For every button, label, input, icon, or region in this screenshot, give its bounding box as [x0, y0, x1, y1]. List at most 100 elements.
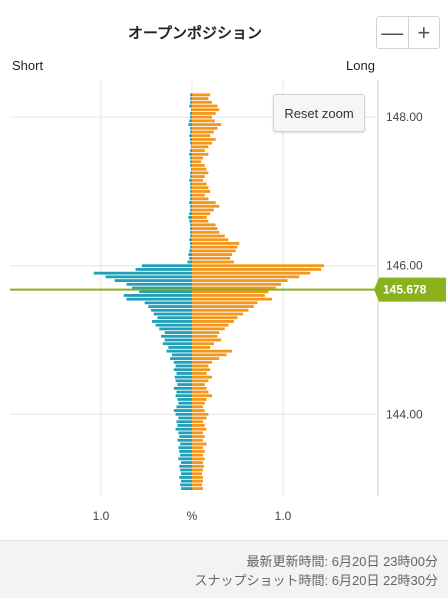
short-bar: [139, 290, 192, 294]
long-bar: [192, 338, 222, 342]
long-bar: [192, 438, 203, 442]
long-bar: [192, 357, 220, 360]
long-bar: [192, 245, 238, 249]
snapshot-time-text: スナップショット時間: 6月20日 22時30分: [194, 573, 438, 588]
short-bar: [178, 457, 192, 461]
long-bar: [192, 223, 216, 227]
long-bar: [192, 435, 205, 438]
long-bar: [192, 275, 300, 279]
long-bar: [192, 271, 311, 275]
long-bar: [192, 167, 207, 171]
long-bar: [192, 119, 215, 123]
long-bar: [192, 268, 322, 271]
long-bar: [192, 190, 211, 193]
short-bar: [179, 450, 192, 453]
short-bar: [189, 178, 192, 182]
short-bar: [180, 453, 192, 457]
short-bar: [126, 282, 192, 286]
short-bar: [155, 323, 192, 327]
short-bar: [190, 190, 192, 193]
short-bar: [105, 275, 192, 279]
short-bar: [190, 156, 192, 160]
short-bar: [190, 164, 192, 167]
long-bar: [192, 171, 209, 175]
short-bar: [175, 364, 192, 368]
short-bar: [177, 424, 192, 427]
last-updated-text: 最新更新時間: 6月20日 23時00分: [246, 554, 438, 569]
short-bar: [189, 119, 192, 123]
long-bar: [192, 468, 203, 472]
short-bar: [191, 167, 192, 171]
long-bar: [192, 234, 225, 238]
long-bar: [192, 175, 205, 178]
long-bar: [192, 156, 203, 160]
long-bar: [192, 372, 207, 375]
long-bar: [192, 282, 282, 286]
short-bar: [190, 93, 192, 97]
chart-card: オープンポジション — + Short Long 148.00 146.00 144…: [0, 0, 448, 540]
short-bar: [126, 297, 192, 301]
long-bar: [192, 100, 213, 104]
long-bar: [192, 323, 229, 327]
footer: 最新更新時間: 6月20日 23時00分 スナップショット時間: 6月20日 2…: [0, 540, 448, 598]
short-bar: [176, 405, 192, 409]
short-bar: [157, 316, 192, 320]
long-bar: [192, 364, 209, 368]
short-bar: [151, 308, 192, 312]
y-tick-label: 144.00: [386, 407, 423, 421]
long-bar: [192, 483, 203, 487]
short-label: Short: [12, 58, 44, 73]
short-bar: [189, 256, 192, 260]
long-bar: [192, 331, 220, 334]
short-bar: [181, 487, 192, 490]
short-bar: [190, 208, 192, 212]
zoom-out-button[interactable]: —: [381, 19, 404, 45]
short-bar: [175, 427, 192, 431]
short-bar: [190, 245, 192, 249]
short-bar: [173, 360, 192, 364]
long-bar: [192, 342, 214, 346]
short-bar: [181, 472, 192, 476]
short-bar: [179, 464, 192, 468]
long-bar: [192, 141, 213, 145]
short-bar: [175, 379, 192, 383]
long-bar: [192, 442, 207, 446]
long-bar: [192, 216, 207, 219]
x-tick-label: 1.0: [93, 509, 110, 523]
long-bar: [192, 476, 203, 479]
long-bar: [192, 334, 218, 338]
long-bar: [192, 93, 211, 97]
short-bar: [190, 234, 192, 238]
short-bar: [189, 152, 192, 156]
short-bar: [190, 197, 192, 201]
x-tick-label: %: [187, 509, 198, 523]
short-bar: [180, 442, 192, 446]
short-bar: [190, 204, 192, 208]
long-bar: [192, 464, 204, 468]
long-bar: [192, 472, 203, 476]
short-bar: [159, 327, 192, 331]
short-bar: [190, 186, 192, 190]
short-bar: [189, 238, 192, 242]
long-bar: [192, 286, 276, 290]
reset-zoom-button[interactable]: Reset zoom: [273, 94, 365, 132]
short-bar: [179, 476, 192, 479]
short-bar: [190, 149, 192, 152]
long-bar: [192, 152, 209, 156]
position-chart[interactable]: 148.00 146.00 144.00 145.678 1.0% 1.0: [0, 0, 448, 540]
zoom-in-button[interactable]: +: [407, 17, 440, 48]
short-bar: [151, 320, 192, 323]
long-bar: [192, 427, 207, 431]
short-bar: [190, 227, 192, 230]
short-bar: [177, 398, 192, 401]
short-bar: [190, 242, 192, 245]
short-bar: [176, 390, 192, 394]
long-bar: [192, 305, 254, 308]
short-bar: [181, 479, 192, 483]
long-bar: [192, 327, 225, 331]
x-tick-label: 1.0: [275, 509, 292, 523]
long-bar: [192, 368, 211, 372]
long-bar: [192, 386, 207, 390]
long-bar: [192, 253, 233, 256]
long-bar: [192, 431, 203, 435]
